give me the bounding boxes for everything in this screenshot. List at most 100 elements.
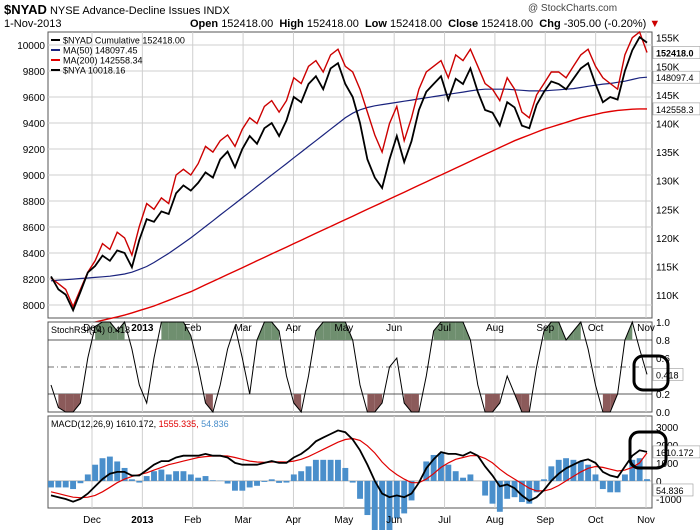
macd-value-tag: 1610.172 bbox=[656, 448, 694, 458]
oversold-fill bbox=[205, 394, 213, 412]
macd-tick-label: 3000 bbox=[656, 423, 679, 434]
oversold-fill bbox=[521, 394, 530, 412]
ma50-line bbox=[50, 76, 648, 282]
rsi-tick-label: 0.0 bbox=[656, 408, 670, 419]
histogram-bar bbox=[364, 480, 371, 516]
histogram-bar bbox=[599, 480, 606, 490]
histogram-bar bbox=[467, 474, 474, 481]
histogram-bar bbox=[607, 480, 614, 493]
histogram-bar bbox=[452, 471, 459, 481]
histogram-bar bbox=[320, 459, 327, 481]
ticker-symbol[interactable]: $NYAD bbox=[4, 2, 47, 17]
overbought-fill bbox=[109, 322, 118, 340]
right-tick-label: 130K bbox=[656, 177, 680, 188]
histogram-bar bbox=[621, 474, 628, 481]
right-tick-label: 115K bbox=[656, 263, 679, 274]
chart-date: 1-Nov-2013 bbox=[4, 18, 62, 30]
macd-panel-frame bbox=[47, 415, 653, 509]
macd-legend-macd: 1610.172, bbox=[116, 419, 159, 429]
index-name: NYSE Advance-Decline Issues bbox=[49, 5, 201, 17]
histogram-bar bbox=[55, 480, 62, 488]
overbought-fill bbox=[448, 322, 456, 340]
x-month-label: Aug bbox=[486, 515, 504, 526]
overbought-fill bbox=[455, 322, 464, 340]
histogram-bar bbox=[151, 471, 157, 481]
histogram-bar bbox=[548, 466, 555, 481]
overbought-fill bbox=[315, 322, 324, 340]
histogram-bar bbox=[136, 480, 143, 483]
annotation-overlay bbox=[628, 354, 670, 470]
histogram-bar bbox=[305, 466, 312, 481]
left-tick-label: 8800 bbox=[23, 197, 46, 208]
ma200-line bbox=[50, 108, 647, 331]
x-month-label: Mar bbox=[234, 515, 252, 526]
histogram-bar bbox=[636, 458, 643, 481]
close-label: Close bbox=[448, 18, 479, 30]
histogram-bar bbox=[445, 464, 452, 481]
histogram-bar bbox=[342, 467, 349, 481]
histogram-bar bbox=[99, 458, 106, 481]
overbought-fill bbox=[440, 322, 449, 340]
histogram-bar bbox=[143, 476, 150, 481]
stochrsi-line bbox=[50, 320, 648, 414]
left-tick-label: 10000 bbox=[17, 41, 45, 52]
signal-line bbox=[50, 437, 648, 499]
histogram-bar bbox=[563, 458, 570, 481]
histogram-bar bbox=[644, 479, 650, 481]
x-month-label-main: Oct bbox=[588, 323, 604, 334]
histogram-bar bbox=[460, 477, 466, 481]
overbought-fill bbox=[183, 322, 191, 340]
macd-line bbox=[50, 429, 648, 503]
rsi-tick-label: 1.0 bbox=[656, 318, 670, 329]
x-month-label-main: Aug bbox=[486, 323, 504, 334]
x-month-label: Apr bbox=[286, 515, 302, 526]
left-tick-label: 8000 bbox=[23, 301, 46, 312]
macd-tick-label: -1000 bbox=[656, 495, 682, 506]
legend-text: MA(200) 142558.34 bbox=[63, 56, 143, 66]
histogram-bar bbox=[423, 461, 430, 481]
histogram-bar bbox=[371, 480, 378, 530]
histogram-bar bbox=[77, 480, 84, 484]
chart-title-row: $NYAD NYSE Advance-Decline Issues INDX bbox=[4, 2, 230, 17]
left-tick-label: 9600 bbox=[23, 93, 46, 104]
right-tick-label: 125K bbox=[656, 205, 680, 216]
histogram-bar bbox=[165, 474, 172, 481]
price-tag-nyad-box bbox=[652, 46, 700, 59]
low-value: 152418.00 bbox=[390, 18, 443, 30]
high-label: High bbox=[279, 18, 304, 30]
x-month-label-main: Nov bbox=[637, 323, 655, 334]
down-arrow-icon: ▼ bbox=[649, 18, 661, 30]
histogram-bar bbox=[158, 469, 165, 481]
oversold-fill bbox=[485, 394, 493, 412]
histogram-bar bbox=[224, 480, 231, 484]
index-tag: INDX bbox=[203, 5, 230, 17]
histogram-bar bbox=[614, 480, 621, 493]
histogram-bar bbox=[504, 480, 511, 499]
macd-legend-hist: 54.836 bbox=[201, 419, 229, 429]
right-tick-label: 110K bbox=[656, 291, 679, 302]
overbought-fill bbox=[102, 322, 110, 340]
histogram-bar bbox=[312, 459, 319, 481]
overbought-fill bbox=[176, 322, 184, 340]
histogram-bar bbox=[209, 480, 216, 481]
histogram-bar bbox=[408, 480, 415, 501]
histogram-bar bbox=[195, 477, 202, 481]
histogram-bar bbox=[629, 459, 636, 481]
left-tick-label: 9200 bbox=[23, 145, 46, 156]
x-month-label-main: Apr bbox=[286, 323, 302, 334]
left-tick-label: 8400 bbox=[23, 249, 46, 260]
oversold-fill bbox=[602, 394, 611, 412]
overbought-fill bbox=[323, 322, 331, 340]
oversold-fill bbox=[374, 394, 383, 412]
histogram-bar bbox=[496, 480, 503, 512]
macd-tick-label: 0 bbox=[656, 477, 662, 488]
nyad-line bbox=[50, 30, 648, 309]
overbought-fill bbox=[271, 322, 280, 340]
annotation-circle-rsi bbox=[632, 354, 670, 392]
overbought-fill bbox=[337, 322, 346, 340]
histogram-bar bbox=[430, 454, 437, 481]
left-tick-label: 8200 bbox=[23, 275, 46, 286]
histogram-bar bbox=[386, 480, 393, 530]
low-label: Low bbox=[364, 18, 387, 30]
